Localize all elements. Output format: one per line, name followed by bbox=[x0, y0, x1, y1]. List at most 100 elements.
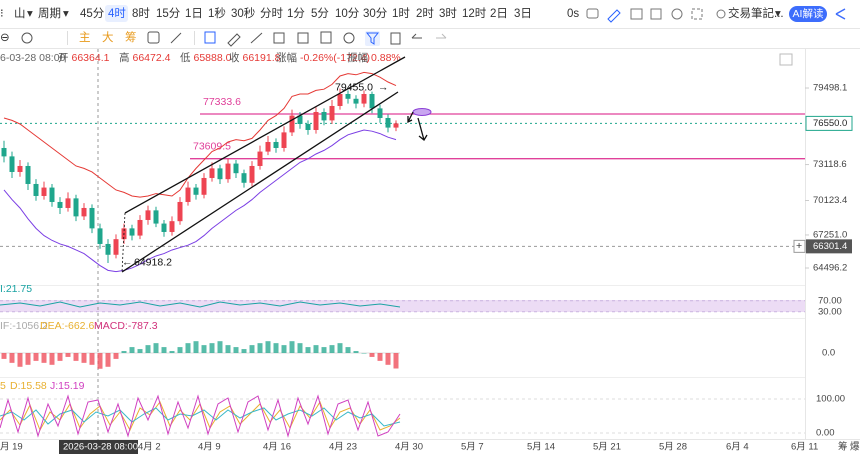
level-label: 73609.5 bbox=[193, 140, 231, 152]
interval[interactable]: 5分 bbox=[311, 7, 329, 20]
tool-icon[interactable] bbox=[250, 32, 263, 44]
macd-bar bbox=[281, 345, 287, 353]
interval[interactable]: 3时 bbox=[439, 7, 457, 20]
pen-icon[interactable] bbox=[607, 9, 621, 23]
chips-indicator[interactable]: 筹 bbox=[125, 30, 137, 44]
interval[interactable]: 30秒 bbox=[231, 6, 255, 20]
interval[interactable]: 12时 bbox=[462, 7, 487, 20]
redo-icon[interactable] bbox=[436, 33, 447, 39]
corner-burst[interactable]: 爆 bbox=[850, 441, 860, 453]
candle-body bbox=[185, 187, 191, 202]
candle-body bbox=[369, 93, 375, 109]
tool-icon[interactable] bbox=[297, 32, 309, 44]
chart-type[interactable]: 山 bbox=[14, 7, 26, 20]
candle-body bbox=[177, 201, 183, 222]
candle-body bbox=[89, 207, 95, 229]
interval[interactable]: 1时 bbox=[392, 7, 410, 20]
crosshair-time-box bbox=[59, 440, 138, 454]
undo-icon[interactable] bbox=[411, 33, 422, 39]
tool-icon[interactable] bbox=[320, 31, 332, 44]
interval[interactable]: 8时 bbox=[132, 7, 150, 20]
interval[interactable]: 4时 bbox=[108, 7, 126, 20]
info-time: 6-03-28 08:00 bbox=[0, 52, 66, 64]
y-tick-label: 79498.1 bbox=[813, 83, 847, 94]
candle-body bbox=[313, 111, 319, 130]
filter-icon[interactable] bbox=[365, 32, 380, 45]
interval[interactable]: 15分 bbox=[156, 7, 181, 20]
minus-icon[interactable]: ⊖ bbox=[0, 32, 10, 44]
candle-body bbox=[233, 163, 239, 174]
collapse-icon[interactable] bbox=[779, 53, 793, 66]
macd-bar bbox=[369, 353, 375, 357]
arrow: ← bbox=[122, 257, 133, 269]
macd-bar bbox=[241, 349, 247, 353]
corner-chips[interactable]: 筹 bbox=[838, 441, 848, 453]
settings-icon[interactable] bbox=[671, 8, 683, 20]
interval[interactable]: 3日 bbox=[514, 8, 532, 20]
interval[interactable]: 30分 bbox=[363, 7, 388, 20]
rsi-band bbox=[0, 300, 805, 312]
tool-icon[interactable] bbox=[227, 33, 241, 47]
macd-bar bbox=[273, 343, 279, 353]
tool-icon[interactable] bbox=[273, 32, 285, 44]
candle-body bbox=[41, 187, 47, 196]
tool-icon[interactable] bbox=[147, 31, 160, 44]
candle-body bbox=[217, 168, 223, 180]
macd-bar bbox=[377, 353, 383, 361]
menu-icon[interactable]: ⁝ bbox=[0, 8, 4, 20]
macd-bar bbox=[25, 353, 31, 365]
macd-bar bbox=[193, 341, 199, 353]
macd-bar bbox=[233, 347, 239, 353]
macd-bar bbox=[297, 343, 303, 353]
ai-label[interactable]: AI解读 bbox=[793, 7, 824, 20]
macd-bar bbox=[249, 345, 255, 353]
layout-icon[interactable] bbox=[650, 8, 662, 20]
candle-body bbox=[377, 108, 383, 118]
notes[interactable]: 交易筆記... bbox=[728, 6, 784, 20]
candle-body bbox=[137, 219, 143, 236]
x-tick-label: 4月 16 bbox=[263, 442, 291, 453]
candle-body bbox=[25, 165, 31, 184]
big-indicator[interactable]: 大 bbox=[102, 30, 114, 44]
camera-icon[interactable] bbox=[586, 8, 599, 19]
macd-bar bbox=[121, 351, 127, 353]
candle-body bbox=[281, 132, 287, 148]
interval[interactable]: 1秒 bbox=[208, 6, 226, 20]
candle-body bbox=[33, 183, 39, 196]
x-tick-label: 4月 2 bbox=[138, 442, 161, 453]
interval[interactable]: 2日 bbox=[490, 8, 508, 20]
period-menu[interactable]: 周期 bbox=[38, 7, 61, 20]
plus: + bbox=[796, 240, 802, 252]
tool-icon[interactable] bbox=[170, 32, 182, 44]
y-tick-label: 67251.0 bbox=[813, 229, 847, 240]
main-indicator[interactable]: 主 bbox=[79, 31, 91, 44]
channel-lower bbox=[121, 91, 399, 273]
circle-tool[interactable] bbox=[21, 32, 33, 44]
interval[interactable]: 2时 bbox=[416, 7, 434, 20]
ai-button[interactable] bbox=[789, 6, 827, 22]
macd-bar bbox=[393, 353, 399, 369]
lower-band bbox=[3, 129, 397, 273]
interval[interactable]: 45分 bbox=[80, 7, 105, 20]
interval[interactable]: 10分 bbox=[335, 7, 360, 20]
candle-body bbox=[129, 228, 135, 236]
k-label: 5 bbox=[0, 380, 6, 392]
kdj-line bbox=[0, 394, 401, 438]
interval[interactable]: 1分 bbox=[287, 7, 305, 20]
candle-body bbox=[361, 93, 367, 104]
macd-bar bbox=[345, 347, 351, 353]
tool-icon[interactable] bbox=[204, 31, 216, 44]
delete-icon[interactable] bbox=[390, 32, 401, 45]
countdown[interactable]: 0s bbox=[567, 8, 579, 20]
list-icon[interactable] bbox=[630, 8, 643, 20]
interval[interactable]: 1日 bbox=[185, 8, 203, 20]
candle-body bbox=[265, 141, 271, 152]
x-tick-label: 5月 21 bbox=[593, 442, 621, 453]
tool-icon[interactable] bbox=[343, 32, 355, 44]
crosshair-price-box bbox=[806, 239, 852, 254]
macd-bar bbox=[137, 349, 143, 353]
share-icon[interactable] bbox=[835, 8, 846, 20]
interval[interactable]: 分时 bbox=[260, 7, 283, 20]
fullscreen-icon[interactable] bbox=[691, 8, 703, 20]
info-label: 开 bbox=[58, 52, 69, 64]
